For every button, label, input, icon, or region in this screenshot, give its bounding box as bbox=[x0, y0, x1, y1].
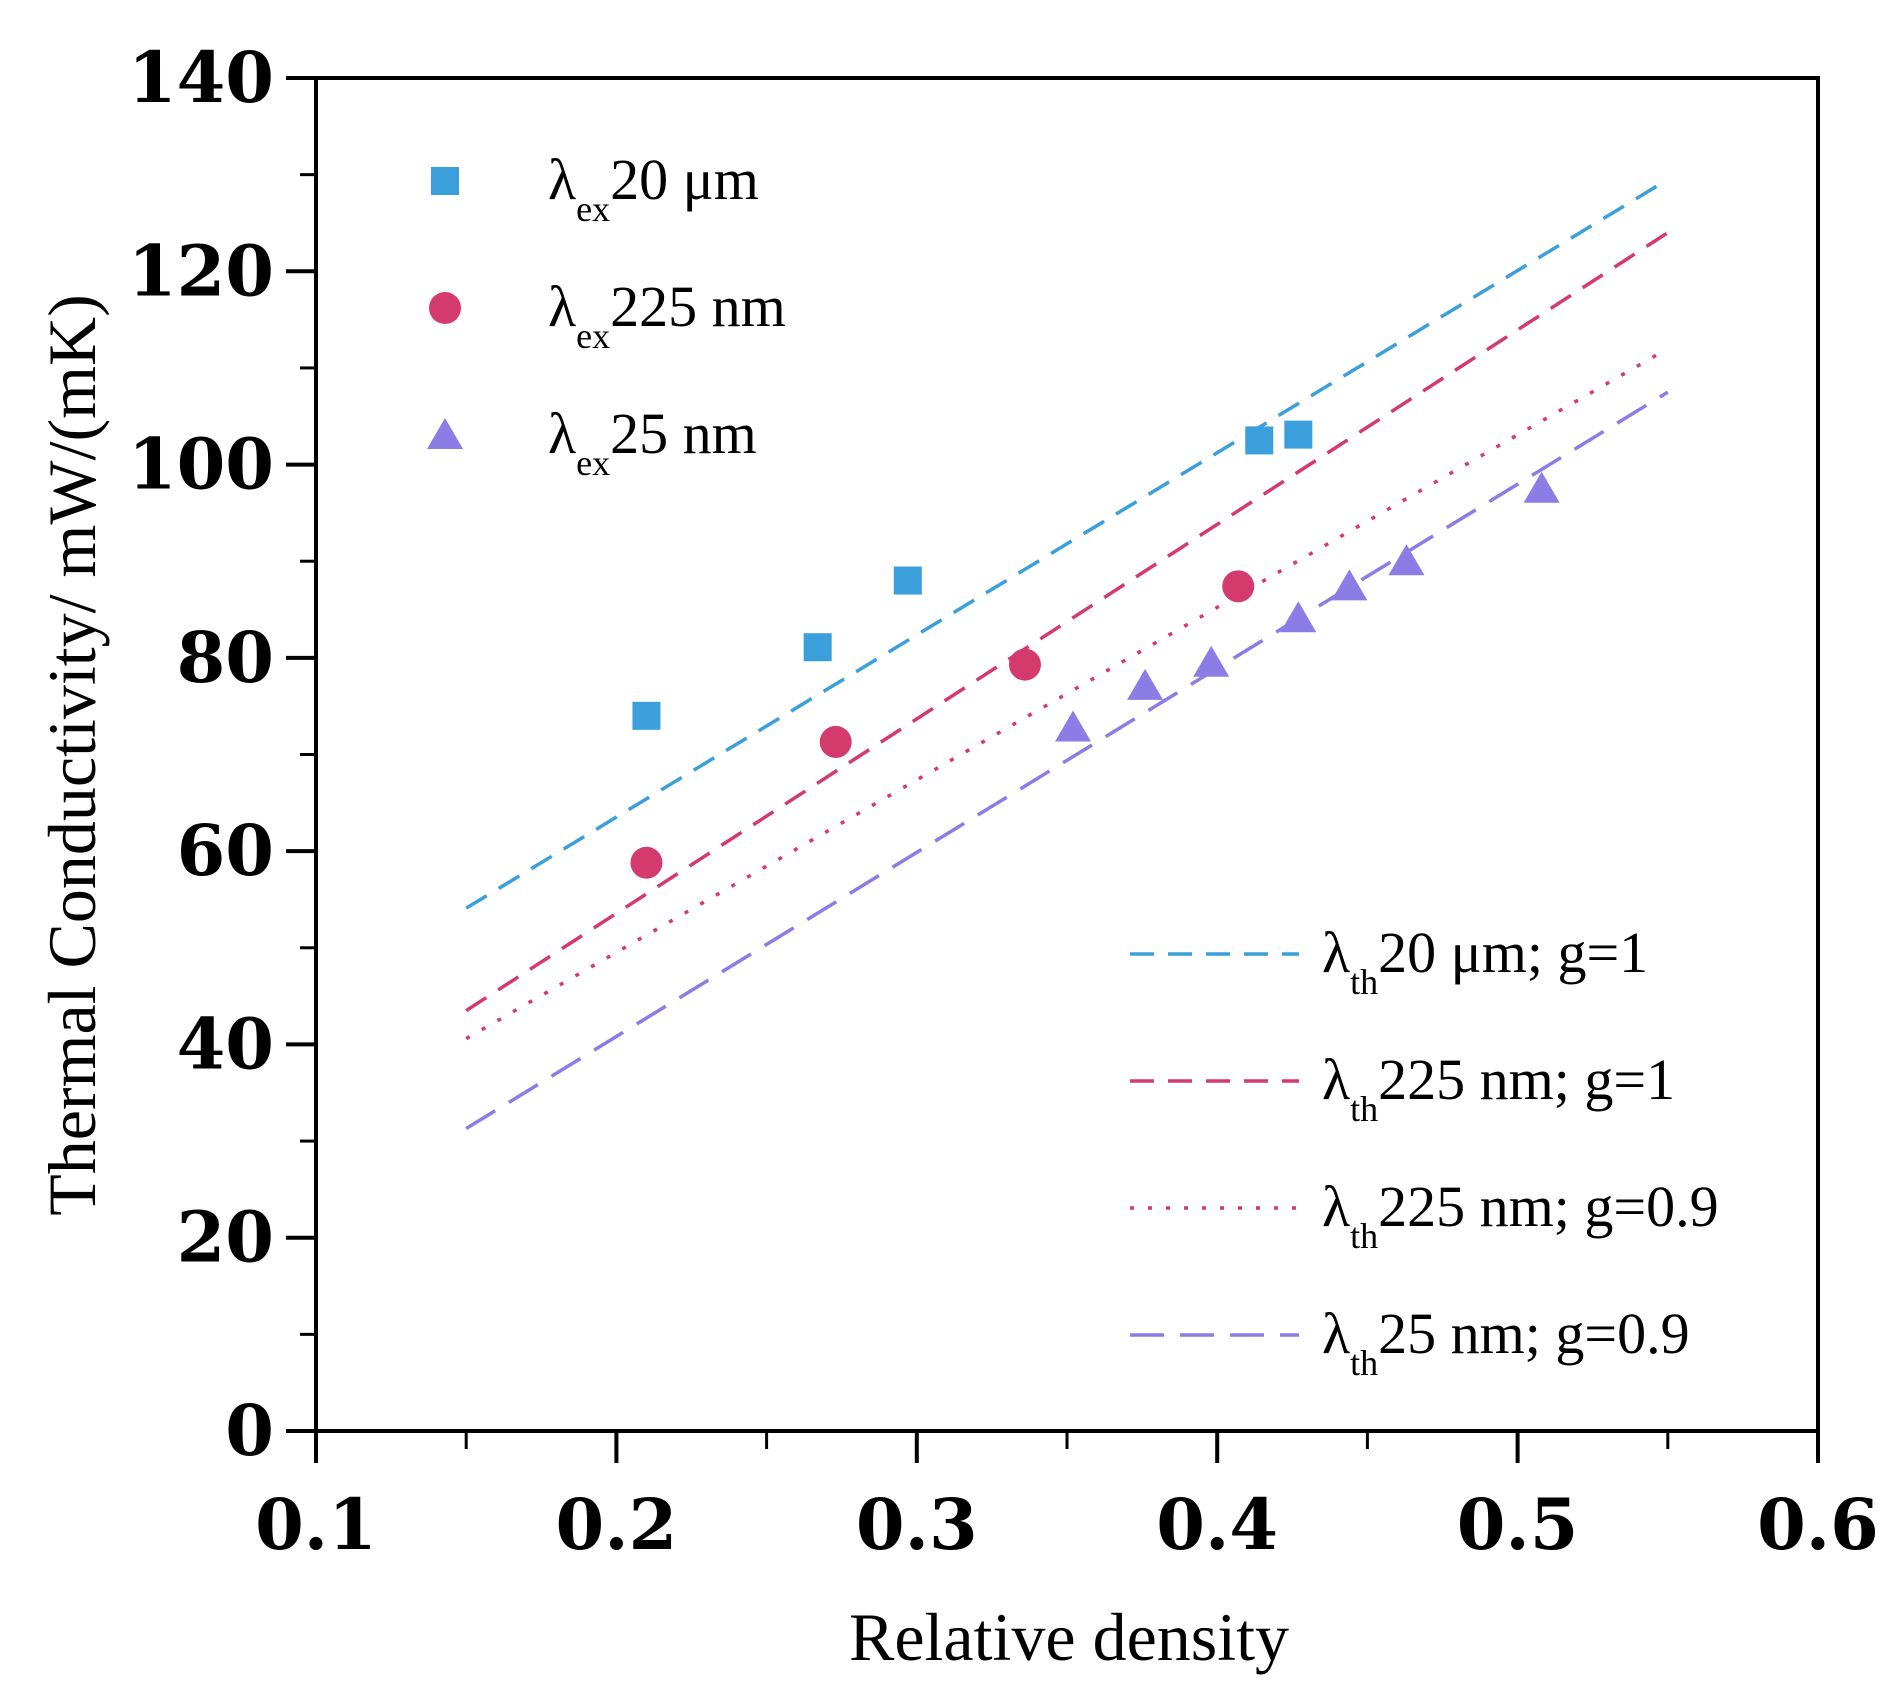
square-data-point bbox=[632, 701, 661, 730]
legend-label: λth20 μm; g=1 bbox=[1322, 920, 1648, 1002]
triangle-data-point bbox=[1193, 645, 1230, 677]
y-tick-label: 60 bbox=[177, 809, 274, 892]
x-tick-label: 0.1 bbox=[255, 1483, 377, 1566]
y-tick-label: 100 bbox=[128, 423, 274, 506]
data-points bbox=[630, 420, 1560, 879]
axes: 0 20 40 60 80 100 120 140 0.1 0.2 0.3 0.4 0.5 0.6 bbox=[128, 36, 1879, 1566]
y-tick-label: 40 bbox=[177, 1002, 274, 1085]
legend-square-marker bbox=[431, 167, 459, 195]
legend-label: λth225 nm; g=1 bbox=[1322, 1047, 1675, 1129]
circle-data-point bbox=[630, 846, 663, 879]
triangle-data-point bbox=[1388, 544, 1425, 576]
y-axis-title: Thermal Conductivity/ mW/(mK) bbox=[34, 294, 110, 1216]
model-lines bbox=[465, 177, 1669, 1130]
y-tick-label: 140 bbox=[128, 36, 274, 119]
x-tick-label: 0.6 bbox=[1757, 1483, 1879, 1566]
x-axis-title: Relative density bbox=[849, 1599, 1289, 1675]
triangle-data-point bbox=[1280, 601, 1317, 633]
y-tick-label: 80 bbox=[177, 616, 274, 699]
triangle-data-point bbox=[1331, 569, 1368, 601]
legend-label: λth25 nm; g=0.9 bbox=[1322, 1301, 1690, 1383]
legend-label: λex225 nm bbox=[548, 274, 786, 356]
circle-data-point bbox=[1222, 570, 1255, 603]
y-tick-label: 120 bbox=[128, 229, 274, 312]
circle-data-point bbox=[819, 725, 852, 758]
square-data-point bbox=[893, 566, 922, 595]
x-tick-label: 0.2 bbox=[556, 1483, 678, 1566]
y-tick-label: 20 bbox=[177, 1196, 274, 1279]
legend: λex20 μm λex225 nm λex25 nm λth20 μm; g=1 λt… bbox=[427, 147, 1719, 1383]
square-data-point bbox=[803, 633, 832, 662]
triangle-data-point bbox=[1523, 471, 1560, 503]
triangle-data-point bbox=[1055, 710, 1092, 742]
triangle-data-point bbox=[1127, 668, 1164, 700]
legend-triangle-marker bbox=[427, 418, 463, 449]
model-line bbox=[465, 177, 1669, 910]
x-tick-label: 0.4 bbox=[1156, 1483, 1278, 1566]
legend-circle-marker bbox=[429, 292, 461, 324]
model-line bbox=[465, 231, 1669, 1013]
legend-label: λth225 nm; g=0.9 bbox=[1322, 1174, 1719, 1256]
square-data-point bbox=[1284, 420, 1313, 449]
circle-data-point bbox=[1008, 648, 1041, 681]
y-tick-label: 0 bbox=[225, 1389, 274, 1472]
model-line bbox=[465, 347, 1669, 1041]
square-data-point bbox=[1245, 426, 1274, 455]
legend-label: λex25 nm bbox=[548, 401, 757, 483]
legend-label: λex20 μm bbox=[548, 147, 759, 229]
x-tick-label: 0.5 bbox=[1457, 1483, 1579, 1566]
x-tick-label: 0.3 bbox=[856, 1483, 978, 1566]
model-line bbox=[465, 390, 1669, 1130]
